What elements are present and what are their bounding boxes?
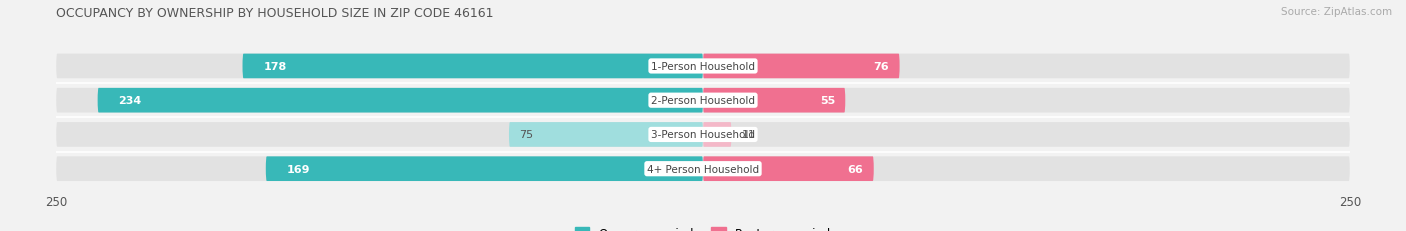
- Text: 1-Person Household: 1-Person Household: [651, 62, 755, 72]
- Text: 2-Person Household: 2-Person Household: [651, 96, 755, 106]
- Text: 3-Person Household: 3-Person Household: [651, 130, 755, 140]
- FancyBboxPatch shape: [56, 88, 1350, 113]
- FancyBboxPatch shape: [703, 157, 873, 181]
- FancyBboxPatch shape: [97, 88, 703, 113]
- Text: 76: 76: [873, 62, 889, 72]
- Text: 234: 234: [118, 96, 142, 106]
- FancyBboxPatch shape: [242, 54, 703, 79]
- FancyBboxPatch shape: [266, 157, 703, 181]
- Text: Source: ZipAtlas.com: Source: ZipAtlas.com: [1281, 7, 1392, 17]
- Text: 169: 169: [287, 164, 309, 174]
- FancyBboxPatch shape: [56, 54, 1350, 79]
- Text: 4+ Person Household: 4+ Person Household: [647, 164, 759, 174]
- FancyBboxPatch shape: [56, 123, 1350, 147]
- Text: OCCUPANCY BY OWNERSHIP BY HOUSEHOLD SIZE IN ZIP CODE 46161: OCCUPANCY BY OWNERSHIP BY HOUSEHOLD SIZE…: [56, 7, 494, 20]
- Text: 75: 75: [519, 130, 533, 140]
- FancyBboxPatch shape: [703, 123, 731, 147]
- Text: 11: 11: [742, 130, 756, 140]
- Text: 66: 66: [848, 164, 863, 174]
- Text: 55: 55: [820, 96, 835, 106]
- Text: 178: 178: [263, 62, 287, 72]
- FancyBboxPatch shape: [509, 123, 703, 147]
- FancyBboxPatch shape: [703, 54, 900, 79]
- FancyBboxPatch shape: [56, 157, 1350, 181]
- Legend: Owner-occupied, Renter-occupied: Owner-occupied, Renter-occupied: [575, 227, 831, 231]
- FancyBboxPatch shape: [703, 88, 845, 113]
